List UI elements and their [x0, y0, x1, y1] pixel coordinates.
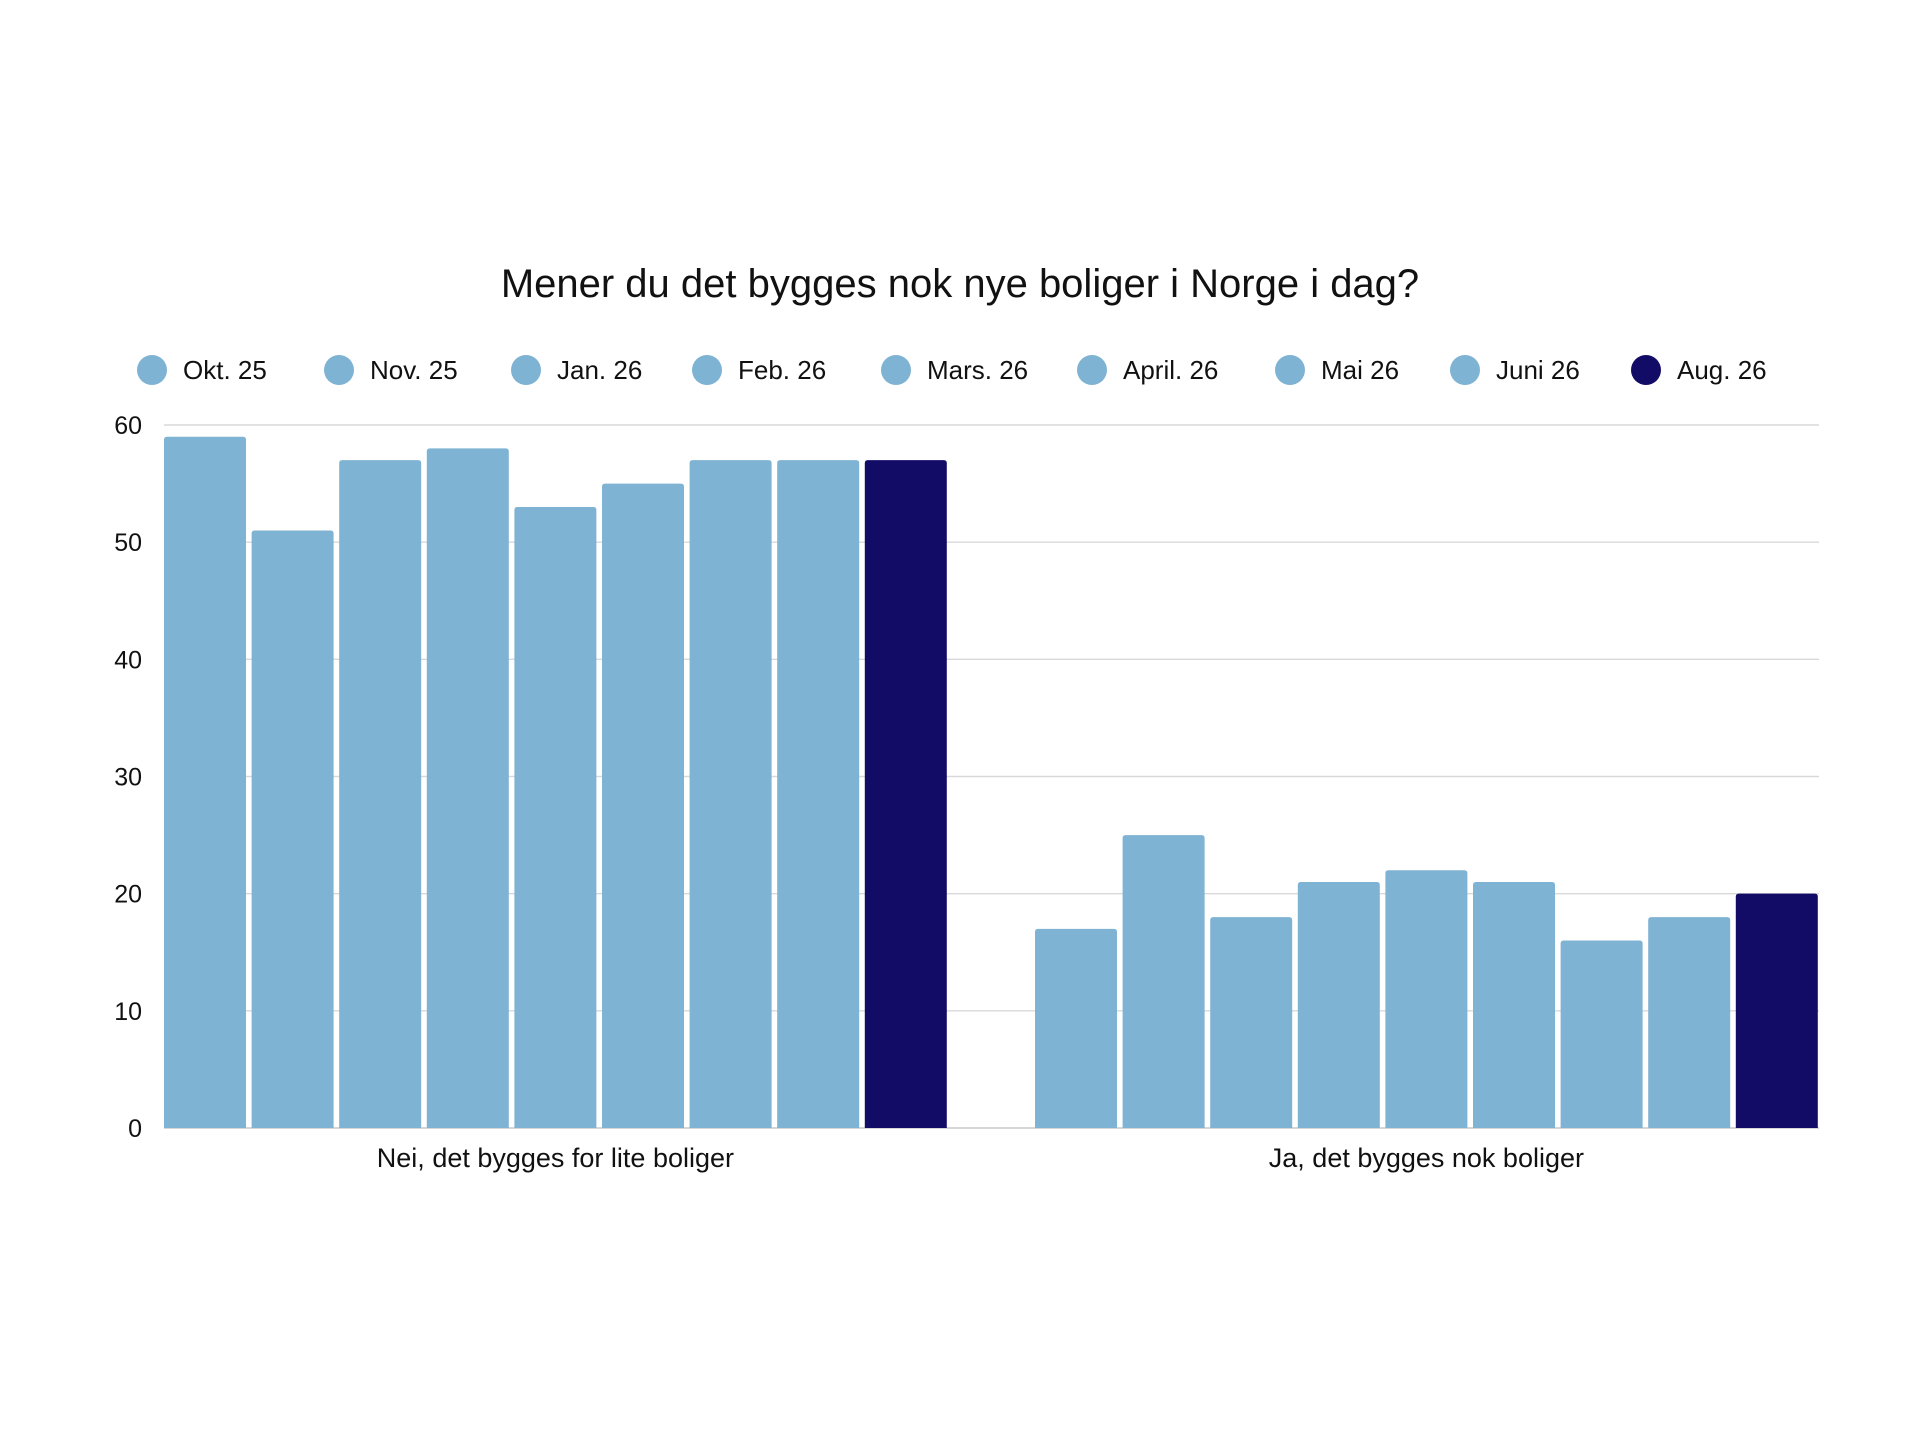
chart-title: Mener du det bygges nok nye boliger i No…	[501, 262, 1419, 306]
legend-label: Juni 26	[1496, 355, 1580, 385]
bar	[1560, 940, 1643, 1128]
bar	[864, 460, 947, 1128]
bar	[1735, 893, 1818, 1128]
legend-marker	[1450, 355, 1480, 385]
bar	[251, 530, 334, 1128]
x-axis: Nei, det bygges for lite boliger Ja, det …	[377, 1143, 1584, 1173]
legend-marker	[1077, 355, 1107, 385]
legend-label: Mars. 26	[927, 355, 1028, 385]
legend-marker	[1275, 355, 1305, 385]
bar	[1210, 917, 1293, 1128]
legend-label: April. 26	[1123, 355, 1218, 385]
bar	[1035, 928, 1117, 1128]
x-category-label: Ja, det bygges nok boliger	[1269, 1143, 1584, 1173]
bar	[1297, 881, 1380, 1128]
bar	[514, 507, 597, 1128]
y-tick-label: 40	[114, 646, 142, 674]
bars	[164, 436, 1818, 1128]
legend-marker	[324, 355, 354, 385]
legend-marker	[881, 355, 911, 385]
bar	[1122, 835, 1205, 1128]
bar	[777, 460, 860, 1128]
y-axis: 0 10 20 30 40 50 60	[114, 412, 142, 1143]
legend-label: Okt. 25	[183, 355, 267, 385]
y-tick-label: 0	[128, 1115, 142, 1143]
bar	[602, 483, 684, 1128]
y-tick-label: 10	[114, 998, 142, 1026]
bar	[689, 460, 772, 1128]
bar	[1648, 917, 1731, 1128]
legend: Okt. 25 Nov. 25 Jan. 26 Feb. 26 Mars. 26 Apri…	[137, 355, 1767, 385]
y-tick-label: 50	[114, 529, 142, 557]
legend-label: Aug. 26	[1677, 355, 1767, 385]
bar	[426, 448, 509, 1128]
legend-marker	[511, 355, 541, 385]
x-category-label: Nei, det bygges for lite boliger	[377, 1143, 734, 1173]
legend-label: Jan. 26	[557, 355, 642, 385]
bar	[1385, 870, 1468, 1128]
y-tick-label: 20	[114, 881, 142, 909]
legend-marker	[137, 355, 167, 385]
y-tick-label: 60	[114, 412, 142, 440]
bar	[164, 436, 246, 1128]
bar	[339, 460, 422, 1128]
bar	[1473, 881, 1555, 1128]
legend-marker	[692, 355, 722, 385]
legend-label: Nov. 25	[370, 355, 458, 385]
y-tick-label: 30	[114, 764, 142, 792]
legend-label: Feb. 26	[738, 355, 826, 385]
legend-marker	[1631, 355, 1661, 385]
legend-label: Mai 26	[1321, 355, 1399, 385]
